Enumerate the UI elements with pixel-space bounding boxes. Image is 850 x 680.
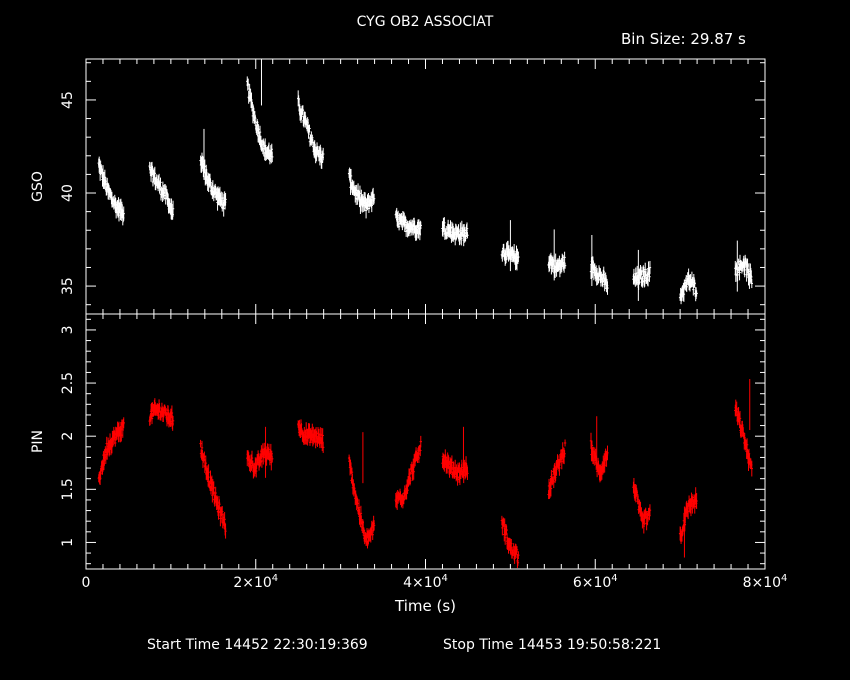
x-tick-label: 8×104 [743, 573, 788, 591]
bin-size-label: Bin Size: 29.87 s [621, 30, 746, 48]
data-segment-bottom [632, 477, 652, 534]
data-segment-top [97, 156, 125, 226]
data-segment-bottom [441, 426, 469, 486]
data-segment-top [148, 161, 175, 221]
x-tick-label: 6×104 [573, 573, 618, 591]
data-segment-top [347, 167, 376, 219]
x-tick-label: 4×104 [403, 573, 448, 591]
y-tick-label-top: 35 [60, 277, 76, 295]
y-tick-label-top: 40 [60, 184, 76, 202]
data-segment-top [734, 240, 753, 292]
y-tick-label-bottom: 2.5 [60, 372, 76, 394]
y-axis-label-bottom: PIN [30, 430, 46, 453]
data-segment-bottom [148, 398, 175, 431]
data-segment-top [589, 235, 609, 295]
y-tick-label-bottom: 3 [60, 325, 76, 334]
data-segment-bottom [500, 515, 520, 569]
data-segment-bottom [347, 432, 376, 549]
data-segment-bottom [589, 416, 609, 483]
x-tick-label: 0 [82, 575, 91, 591]
y-axis-label-top: GSO [30, 171, 46, 202]
x-tick-label: 2×104 [233, 573, 278, 591]
panel-frame-top [85, 58, 766, 315]
data-segment-top [632, 249, 652, 301]
data-segment-top [394, 207, 422, 241]
data-segment-top [500, 220, 520, 272]
data-series-bottom [97, 379, 753, 569]
y-tick-label-bottom: 1 [60, 538, 76, 547]
data-segment-top [441, 217, 469, 247]
data-series-top [97, 59, 753, 305]
data-segment-bottom [734, 379, 753, 477]
data-segment-top [296, 90, 325, 169]
data-segment-top [246, 59, 274, 165]
y-tick-label-bottom: 1.5 [60, 478, 76, 500]
data-segment-bottom [547, 439, 567, 500]
y-tick-label-bottom: 2 [60, 432, 76, 441]
data-segment-bottom [199, 439, 227, 539]
data-segment-top [547, 229, 567, 281]
data-segment-top [678, 268, 698, 305]
x-axis-label: Time (s) [394, 597, 456, 615]
data-segment-top [199, 128, 227, 217]
data-segment-bottom [678, 487, 698, 558]
data-segment-bottom [296, 419, 325, 453]
panel-frame-bottom [85, 313, 766, 570]
data-segment-bottom [394, 435, 422, 510]
data-segment-bottom [246, 426, 274, 479]
stop-time-label: Stop Time 14453 19:50:58:221 [443, 637, 662, 653]
start-time-label: Start Time 14452 22:30:19:369 [147, 637, 368, 653]
chart-title: CYG OB2 ASSOCIAT [356, 14, 494, 30]
data-segment-bottom [97, 417, 125, 485]
y-tick-label-top: 45 [60, 91, 76, 109]
